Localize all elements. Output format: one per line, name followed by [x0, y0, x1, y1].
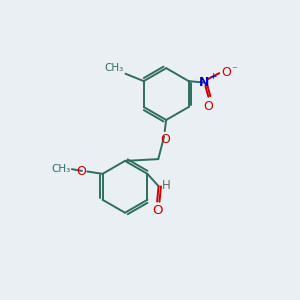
Text: O: O [160, 133, 170, 146]
Text: O: O [76, 165, 86, 178]
Text: CH₃: CH₃ [105, 63, 124, 73]
Text: CH₃: CH₃ [51, 164, 70, 174]
Text: O: O [203, 100, 213, 113]
Text: +: + [209, 72, 217, 81]
Text: H: H [162, 178, 171, 191]
Text: N: N [199, 76, 209, 89]
Text: O: O [152, 205, 162, 218]
Text: O: O [222, 66, 232, 79]
Text: ⁻: ⁻ [232, 65, 238, 75]
